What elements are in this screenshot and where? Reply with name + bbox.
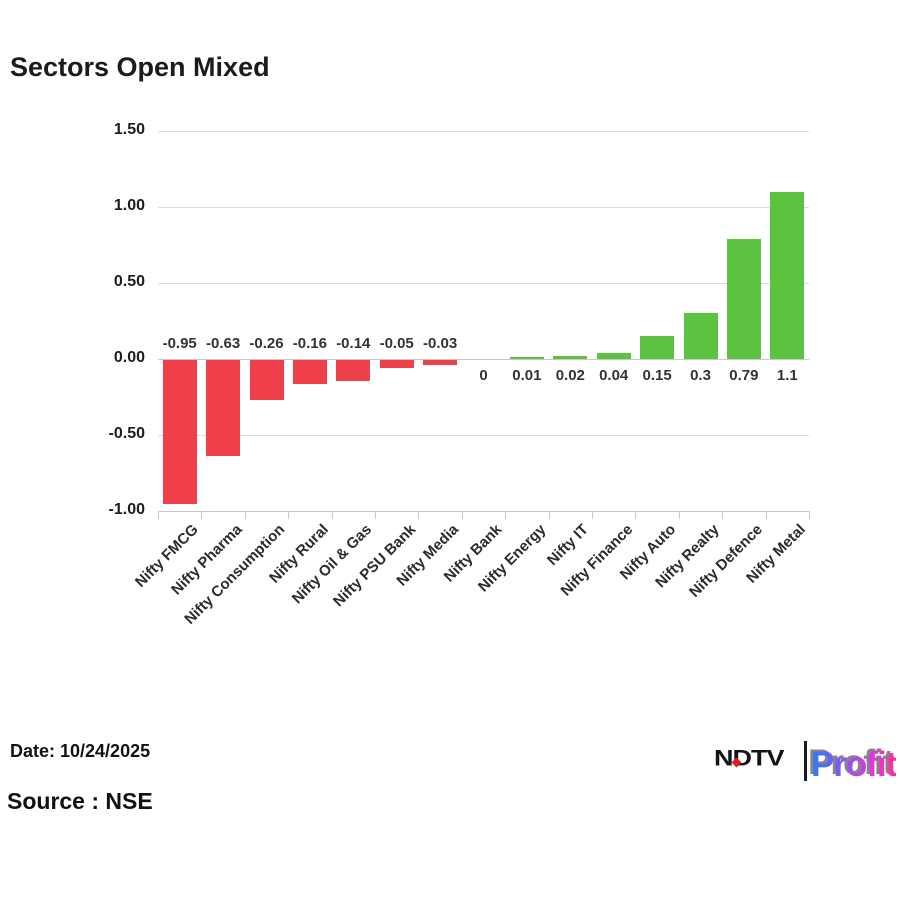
gridline (158, 283, 809, 284)
x-axis-tickmark (678, 511, 680, 519)
bar-value-label: -0.16 (292, 335, 327, 352)
y-axis-tick-label: -0.50 (108, 425, 145, 442)
bar-value-label: 0.01 (512, 367, 542, 384)
logo-separator (804, 741, 807, 781)
ndtv-logo-text: NDTV (714, 746, 784, 771)
x-axis-tickmark (548, 511, 550, 519)
gridline (158, 207, 809, 208)
bar-positive (726, 238, 761, 359)
bar-negative (423, 360, 458, 365)
bar-negative (162, 360, 197, 505)
profit-logo-shadow: Profit (808, 743, 894, 783)
bar-value-label: 0.3 (690, 367, 711, 384)
page-title: Sectors Open Mixed (10, 52, 270, 82)
bar-positive (553, 355, 588, 359)
x-axis-tickmark (331, 511, 333, 519)
bar-negative (336, 360, 371, 382)
gridline (158, 131, 809, 132)
ndtv-profit-logo: NDTV Profit Profit (706, 735, 897, 787)
y-axis-tick-label: 0.50 (113, 273, 145, 290)
x-axis-tickmark (244, 511, 246, 519)
x-axis-tickmark (809, 511, 810, 519)
bar-value-label: 0.79 (729, 367, 759, 384)
bar-value-label: -0.05 (379, 335, 414, 352)
x-axis-tickmark (288, 511, 290, 519)
x-axis-tickmark (722, 511, 724, 519)
bar-value-label: 0 (479, 367, 488, 384)
bar-positive (640, 336, 675, 359)
bar-positive (596, 352, 631, 359)
bar-negative (379, 360, 414, 368)
bar-value-label: 1.1 (776, 367, 798, 384)
bar-value-label: 0.02 (555, 367, 585, 384)
bar-value-label: -0.95 (162, 335, 197, 352)
profit-logo-text: Profit (811, 745, 897, 784)
y-axis-tick-label: 1.00 (113, 197, 145, 214)
bar-negative (249, 360, 284, 400)
bar-positive (509, 357, 544, 359)
zero-axis-line (158, 359, 809, 360)
bottom-axis-line (158, 511, 809, 512)
bar-value-label: 0.04 (599, 367, 629, 384)
x-axis-tickmark (201, 511, 203, 519)
x-axis-tickmark (635, 511, 637, 519)
x-axis-tickmark (375, 511, 376, 519)
x-axis-tickmark (505, 511, 507, 519)
y-axis-tick-label: -1.00 (108, 501, 145, 518)
bar-value-label: -0.03 (422, 335, 458, 352)
x-axis-tickmark (158, 511, 159, 519)
bar-value-label: 0.15 (642, 367, 672, 384)
bar-negative (292, 360, 327, 385)
source-label: Source : NSE (7, 788, 153, 814)
date-label: Date: 10/24/2025 (10, 741, 151, 761)
x-axis-tickmark (592, 511, 593, 519)
x-axis-tickmark (765, 511, 767, 519)
bar-value-label: -0.14 (336, 335, 371, 352)
bar-positive (683, 313, 718, 359)
bar-chart: 1.50 1.00 0.50 0.00 -0.50 -1.00 -0.95 Nifty FMC… (108, 121, 810, 628)
gridline (158, 435, 809, 436)
bar-positive (770, 191, 805, 359)
bar-value-label: -0.26 (249, 335, 284, 352)
x-axis-tickmark (418, 511, 420, 519)
x-axis-tickmark (461, 511, 463, 519)
y-axis-tick-label: 1.50 (113, 121, 145, 138)
bar-value-label: -0.63 (205, 335, 241, 352)
y-axis-tick-label: 0.00 (113, 349, 145, 366)
bar-negative (206, 360, 241, 456)
